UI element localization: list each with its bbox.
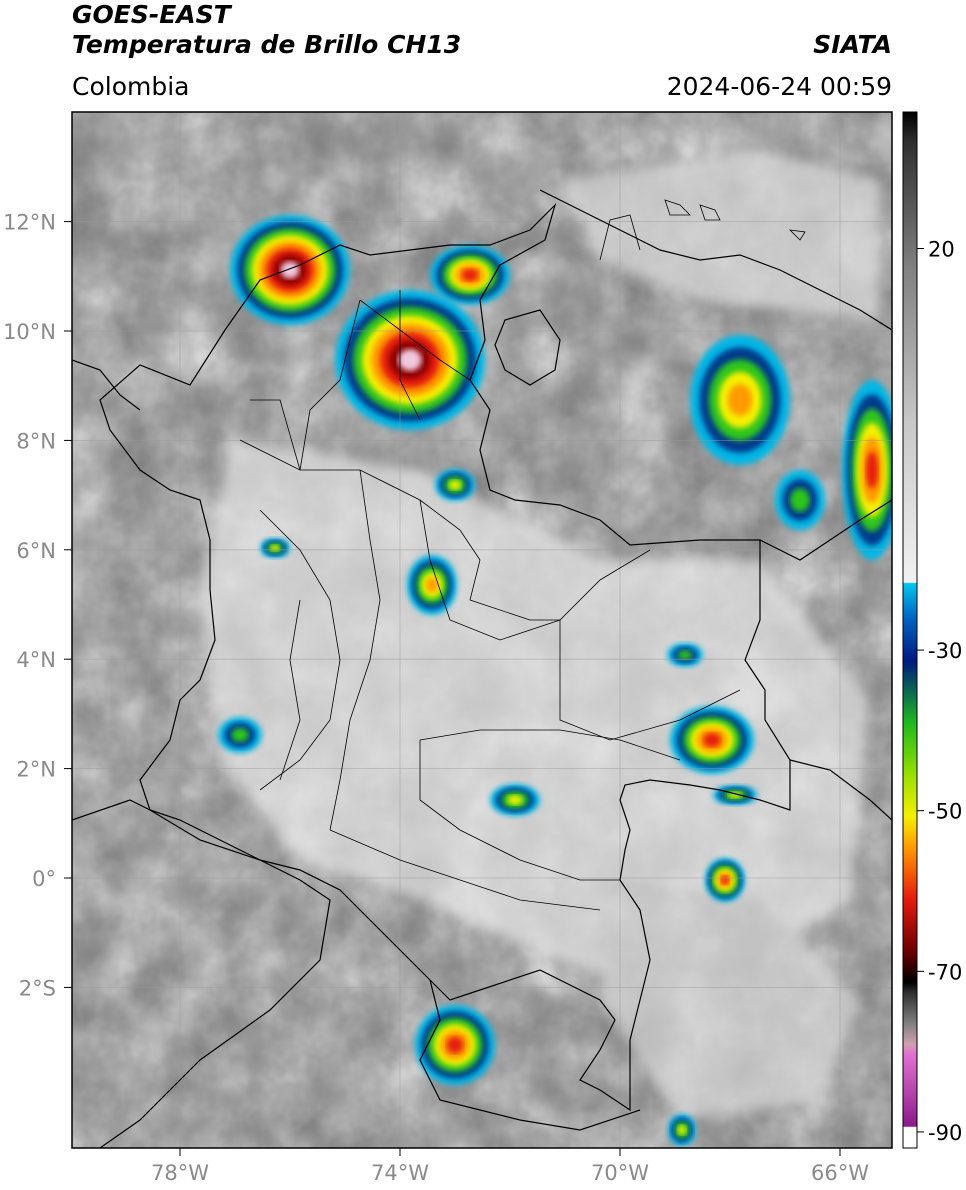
colombia-outline: [99, 202, 791, 1112]
satellite-title: GOES-EAST: [72, 0, 231, 29]
product-title: Temperatura de Brillo CH13: [72, 30, 462, 59]
storm-cell: [790, 488, 810, 512]
venezuela-coast: [539, 189, 892, 331]
lat-tick-label: 2°N: [16, 758, 56, 782]
lat-tick-label: 12°N: [3, 211, 56, 235]
timestamp-label: 2024-06-24 00:59: [666, 72, 892, 101]
colorbar-gradient: [902, 111, 918, 1149]
storm-cell: [703, 732, 721, 748]
lon-tick-label: 74°W: [371, 1161, 429, 1185]
venezuela-guyana: [789, 759, 892, 821]
colorbar-ticks: 20 -30 -50 -70 -90: [917, 238, 962, 1145]
lat-tick-label: 4°N: [16, 648, 56, 672]
lat-tick-label: 2°S: [19, 976, 56, 1000]
storm-cell: [720, 875, 730, 885]
storm-cell: [507, 795, 523, 805]
lon-tick-label: 78°W: [151, 1161, 209, 1185]
lat-tick-label: 8°N: [16, 429, 56, 453]
venezuela-brazil-border: [759, 499, 892, 561]
high-cloud-cover: [200, 150, 880, 1120]
storm-cell: [425, 577, 439, 593]
ecuador-peru: [72, 799, 331, 1148]
lon-tick-label: 66°W: [811, 1161, 869, 1185]
storm-cell: [461, 268, 479, 282]
storm-cell: [727, 384, 753, 416]
lat-tick-label: 6°N: [16, 539, 56, 563]
colorbar-tick-label: -90: [928, 1121, 962, 1145]
lon-tick-label: 70°W: [591, 1161, 649, 1185]
storm-cell: [865, 451, 879, 489]
lat-tick-label: 10°N: [3, 320, 56, 344]
latitude-labels: 12°N 10°N 8°N 6°N 4°N 2°N 0° 2°S: [3, 211, 72, 1000]
storm-cell: [448, 480, 462, 490]
storm-cell: [677, 650, 693, 660]
storm-cell: [398, 349, 422, 371]
political-borders: [72, 189, 892, 1148]
storm-cell: [231, 727, 249, 743]
organization-label: SIATA: [813, 30, 892, 59]
longitude-labels: 78°W 74°W 70°W 66°W: [151, 1148, 869, 1185]
colorbar-tick-label: -30: [928, 639, 962, 663]
imagery-layer: [72, 112, 892, 1148]
storm-cell: [446, 1036, 464, 1054]
colorbar: 20 -30 -50 -70 -90: [902, 111, 962, 1149]
convective-storms: [218, 215, 892, 1146]
colorbar-tick-label: 20: [928, 238, 955, 262]
maracaibo-lake: [494, 309, 561, 386]
graticule: [72, 112, 892, 1148]
colorbar-tick-label: -50: [928, 800, 962, 824]
peru-brazil: [419, 979, 641, 1131]
map-frame: [71, 111, 893, 1149]
storm-cell: [280, 261, 300, 279]
storm-cell: [677, 1125, 687, 1135]
lat-tick-label: 0°: [32, 867, 56, 891]
colorbar-tick-label: -70: [928, 960, 962, 984]
panama-isthmus: [72, 359, 141, 411]
region-subtitle: Colombia: [72, 72, 190, 101]
